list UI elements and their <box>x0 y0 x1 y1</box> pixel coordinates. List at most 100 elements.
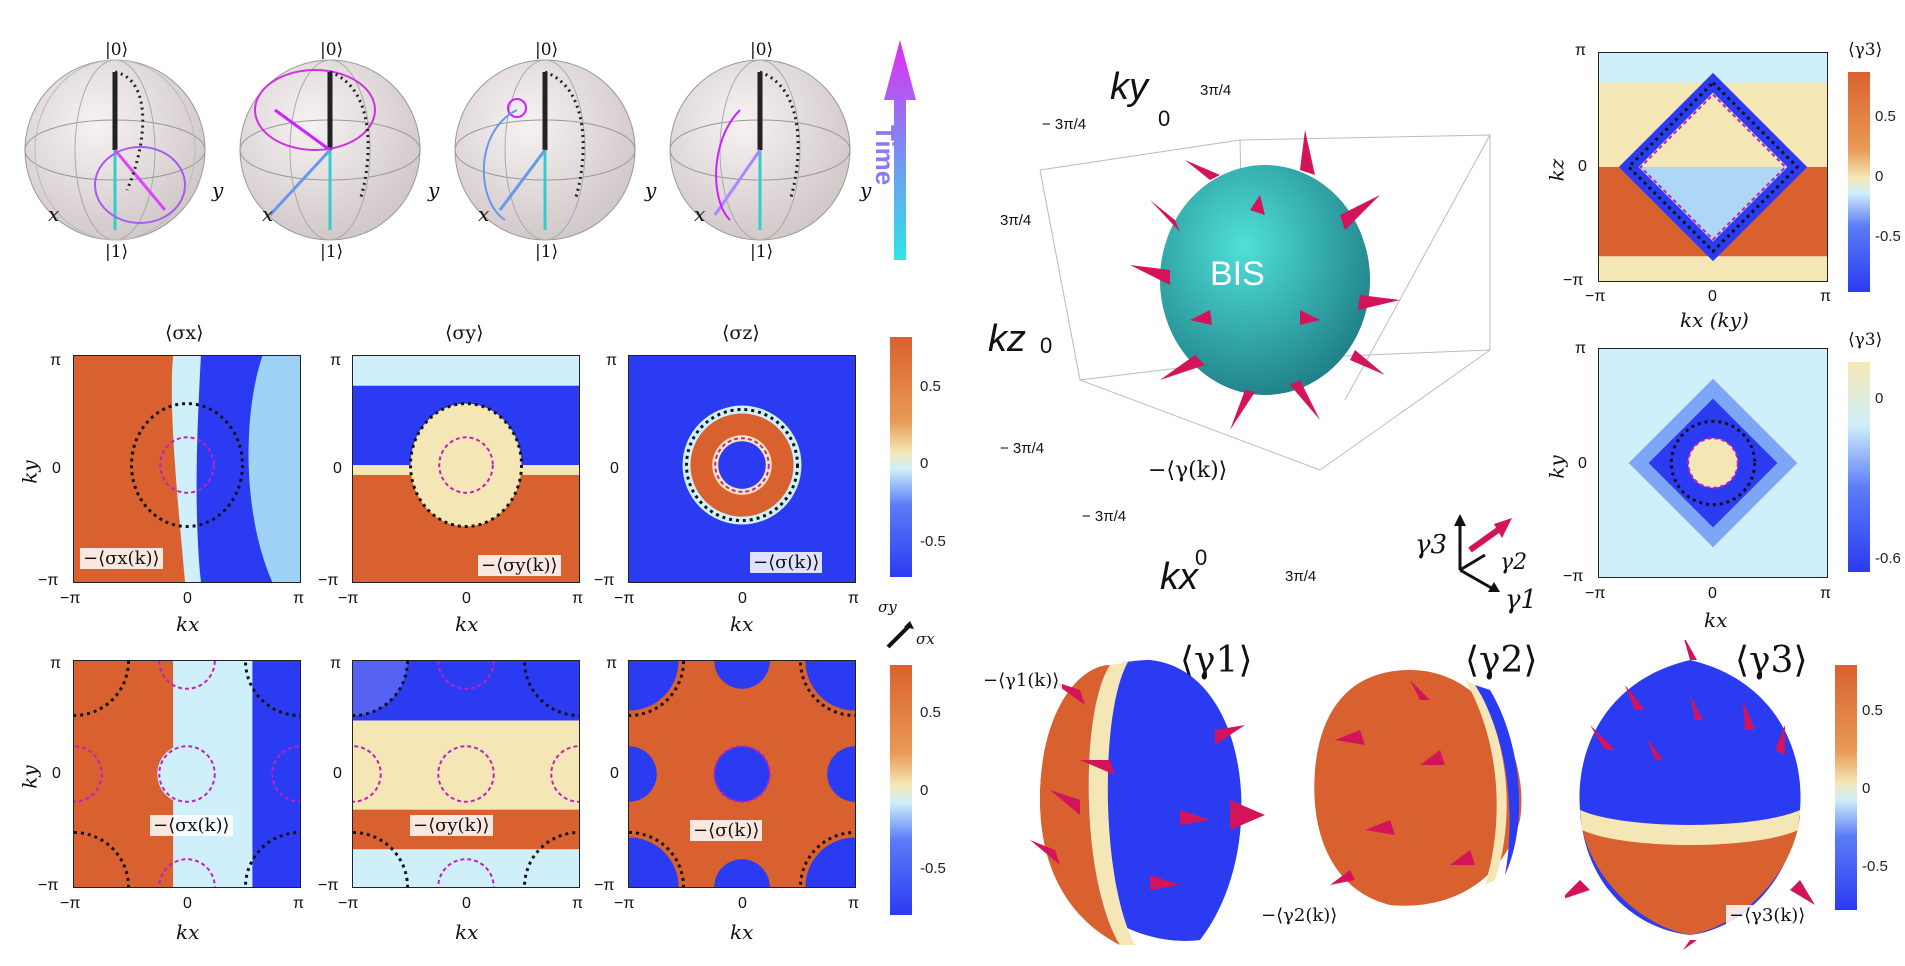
r1b-zero-y: 0 <box>333 460 342 477</box>
r1b-mpi-x: −π <box>338 590 359 607</box>
rm-ky-label: ky <box>1544 455 1569 479</box>
bloch1-bottom-label: |1⟩ <box>105 242 129 262</box>
time-arrow-icon <box>884 40 916 260</box>
cb-lt-tick-1: 0 <box>920 455 929 472</box>
bloch-sphere-1 <box>24 59 206 241</box>
r2c-pi-y: π <box>606 655 618 672</box>
r1-mpi-y: −π <box>38 572 59 589</box>
rt-zero-x: 0 <box>1708 288 1717 305</box>
time-label: Time <box>870 125 900 186</box>
r2c-mpi-y: −π <box>594 877 615 894</box>
heatmap-sy-row1 <box>352 355 580 583</box>
title-sy: ⟨σy⟩ <box>445 322 484 344</box>
cube-plot <box>1039 130 1491 471</box>
sphere-label-g3: −⟨γ3(k)⟩ <box>1726 905 1809 926</box>
r2a-zero-x: 0 <box>183 895 192 912</box>
sigma-legend-sy: σy <box>878 598 897 616</box>
bloch-sphere-row: |0⟩ |1⟩ x y |0⟩ |1⟩ x y |0⟩ |1⟩ x y |0⟩ … <box>0 30 916 270</box>
r1a-zero-x: 0 <box>183 590 192 607</box>
cb-lt-tick-0: 0.5 <box>920 378 941 395</box>
r2b-zero-y: 0 <box>333 765 342 782</box>
bloch3-top-label: |0⟩ <box>535 40 559 60</box>
r2a-pi-x: π <box>293 895 305 912</box>
colorbar-left-bottom <box>890 665 912 915</box>
bloch3-y-label: y <box>645 178 657 202</box>
cube-kz-zero: 0 <box>1040 333 1053 358</box>
r2a-kx-label: kx <box>176 920 200 944</box>
rm-kx-label: kx <box>1704 608 1728 632</box>
cb-rt-tick-2: -0.5 <box>1875 228 1901 245</box>
sphere-title-g3: ⟨γ3⟩ <box>1735 640 1808 681</box>
sigma-legend-arrow-icon <box>886 621 914 649</box>
heatmap-sx-row2 <box>73 660 301 888</box>
bloch3-bottom-label: |1⟩ <box>535 242 559 262</box>
r1c-pi-y: π <box>606 352 618 369</box>
sphere-label-g1: −⟨γ1(k)⟩ <box>980 670 1063 691</box>
overlay-r1c: −⟨σ(k)⟩ <box>750 552 823 573</box>
title-sz: ⟨σz⟩ <box>722 322 760 344</box>
bloch2-top-label: |0⟩ <box>320 40 344 60</box>
r1a-kx-label: kx <box>176 612 200 636</box>
sphere-label-g2: −⟨γ2(k)⟩ <box>1258 905 1341 926</box>
cb-rt-tick-1: 0 <box>1875 168 1884 185</box>
heatmap-sz-row2 <box>628 660 856 888</box>
cube-kx-label: kx <box>1160 556 1198 598</box>
cb-lt-tick-2: -0.5 <box>920 533 946 550</box>
heatmap-sx-row1 <box>73 355 301 583</box>
bloch1-x-label: x <box>48 202 60 226</box>
r2c-pi-x: π <box>848 895 860 912</box>
rm-mpi-x: −π <box>1585 585 1606 602</box>
sphere-gamma3 <box>1565 640 1815 950</box>
rt-pi-x: π <box>1820 288 1832 305</box>
r2b-mpi-x: −π <box>338 895 359 912</box>
rt-zero-y: 0 <box>1578 158 1587 175</box>
bloch1-top-label: |0⟩ <box>105 40 129 60</box>
colorbar-right-bottom <box>1835 665 1857 910</box>
bloch-sphere-4 <box>669 59 851 241</box>
r1c-zero-x: 0 <box>738 590 747 607</box>
bloch3-x-label: x <box>478 202 490 226</box>
r1b-pi-y: π <box>330 352 342 369</box>
cb-rt-tick-0: 0.5 <box>1875 108 1896 125</box>
bloch2-y-label: y <box>428 178 440 202</box>
r2-mpi-y: −π <box>38 877 59 894</box>
sphere-title-g1: ⟨γ1⟩ <box>1180 640 1253 681</box>
cb-lb-tick-0: 0.5 <box>920 704 941 721</box>
cube-kx-tick-b: 3π/4 <box>1285 568 1317 585</box>
bloch4-x-label: x <box>694 202 706 226</box>
r2c-mpi-x: −π <box>614 895 635 912</box>
gamma3-axis-label: γ3 <box>1415 530 1448 560</box>
sphere-title-g2: ⟨γ2⟩ <box>1465 640 1538 681</box>
rt-kxky-label: kx (ky) <box>1680 308 1749 332</box>
cb-lb-tick-2: -0.5 <box>920 860 946 877</box>
cb-rb-tick-0: 0.5 <box>1862 702 1883 719</box>
bloch-sphere-3 <box>454 59 636 241</box>
sphere-gamma1 <box>1030 660 1265 945</box>
heatmap-sy-row2 <box>352 660 580 888</box>
r1c-mpi-y: −π <box>594 572 615 589</box>
rm-pi-x: π <box>1820 585 1832 602</box>
r1c-mpi-x: −π <box>614 590 635 607</box>
overlay-r2c: −⟨σ(k)⟩ <box>690 820 763 841</box>
cube-kz-tick-b: − 3π/4 <box>1000 440 1045 457</box>
gamma1-axis-label: γ1 <box>1505 585 1538 615</box>
cube-kz-tick-a: 3π/4 <box>1000 212 1032 229</box>
rt-mpi-y: −π <box>1563 272 1584 289</box>
overlay-r1a: −⟨σx(k)⟩ <box>80 548 163 569</box>
r1b-mpi-y: −π <box>318 572 339 589</box>
r1b-zero-x: 0 <box>462 590 471 607</box>
r1c-kx-label: kx <box>730 612 754 636</box>
cb-rb-tick-1: 0 <box>1862 780 1871 797</box>
overlay-r2b: −⟨σy(k)⟩ <box>410 815 493 836</box>
rm-zero-x: 0 <box>1708 585 1717 602</box>
bloch-sphere-2 <box>239 59 421 241</box>
r1-ky-label: ky <box>17 460 42 484</box>
gamma2-axis-label: γ2 <box>1500 550 1528 575</box>
cb-rm-tick-0: 0 <box>1875 390 1884 407</box>
rt-pi-y: π <box>1575 42 1587 59</box>
overlay-r2a: −⟨σx(k)⟩ <box>150 815 233 836</box>
gamma-axes-icon <box>1454 514 1512 592</box>
r1c-zero-y: 0 <box>610 460 619 477</box>
bloch4-bottom-label: |1⟩ <box>750 242 774 262</box>
r2b-pi-y: π <box>330 655 342 672</box>
